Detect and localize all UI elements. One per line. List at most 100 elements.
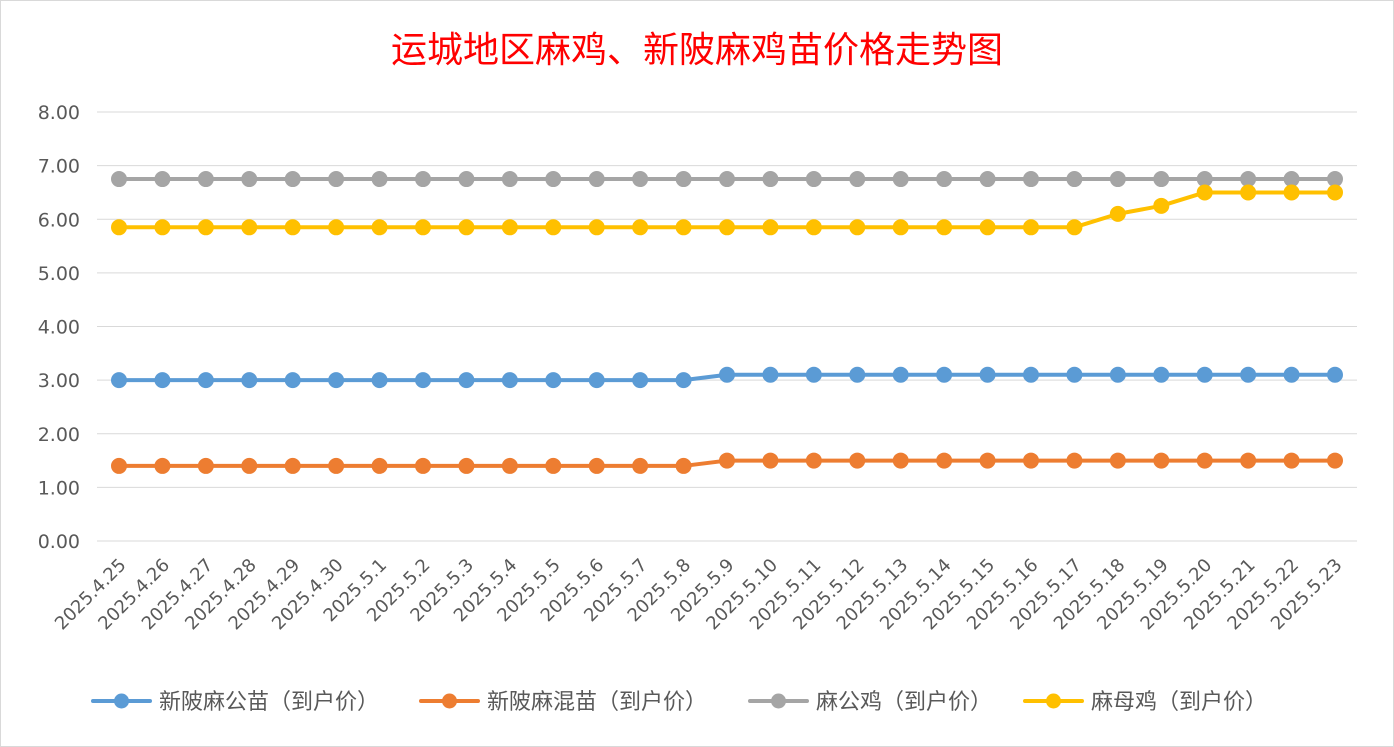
data-point (849, 171, 866, 188)
data-point (545, 219, 562, 236)
data-point (936, 219, 953, 236)
data-point (892, 171, 909, 188)
data-point (1196, 366, 1213, 383)
data-point (762, 366, 779, 383)
data-point (849, 452, 866, 469)
data-point (545, 372, 562, 389)
data-point (1023, 219, 1039, 236)
legend-item: 新陂麻混苗（到户价） (419, 690, 707, 715)
chart-title: 运城地区麻鸡、新陂麻鸡苗价格走势图 (391, 30, 1003, 71)
data-point (979, 171, 996, 188)
data-point (197, 171, 214, 188)
data-point (1240, 366, 1257, 383)
data-point (241, 219, 258, 236)
data-point (849, 366, 866, 383)
data-point (1327, 366, 1343, 383)
data-point (111, 219, 127, 236)
data-point (328, 372, 345, 389)
data-point (588, 372, 605, 389)
data-point (1240, 184, 1257, 201)
data-point (762, 219, 779, 236)
data-point (371, 372, 388, 389)
data-point (719, 171, 735, 188)
data-point (545, 457, 562, 474)
data-point (241, 171, 258, 188)
data-point (675, 219, 692, 236)
data-point (1023, 171, 1039, 188)
data-point (1109, 171, 1126, 188)
legend-item: 麻公鸡（到户价） (748, 690, 992, 715)
data-point (111, 457, 127, 474)
data-point (111, 372, 127, 389)
data-point (979, 452, 996, 469)
y-tick-label: 1.00 (38, 477, 80, 499)
gridlines (97, 111, 1357, 542)
data-point (892, 366, 909, 383)
legend-label: 新陂麻混苗（到户价） (487, 690, 707, 715)
legend-label: 麻公鸡（到户价） (816, 690, 992, 715)
data-point (805, 452, 822, 469)
legend-label: 新陂麻公苗（到户价） (159, 690, 379, 715)
series-2 (111, 171, 1343, 188)
data-point (936, 452, 953, 469)
data-point (1023, 452, 1039, 469)
data-point (979, 219, 996, 236)
data-point (1196, 452, 1213, 469)
data-point (284, 457, 301, 474)
y-tick-label: 3.00 (38, 370, 80, 392)
data-point (979, 366, 996, 383)
data-point (632, 372, 649, 389)
data-point (458, 372, 475, 389)
data-point (892, 452, 909, 469)
data-point (1153, 171, 1170, 188)
data-point (1109, 452, 1126, 469)
series-1 (111, 452, 1343, 474)
data-point (588, 457, 605, 474)
data-point (1066, 452, 1083, 469)
data-point (632, 219, 649, 236)
series-3 (111, 184, 1343, 236)
data-point (415, 219, 431, 236)
data-point (501, 372, 518, 389)
data-point (154, 219, 171, 236)
data-point (458, 457, 475, 474)
data-point (458, 219, 475, 236)
data-point (719, 366, 735, 383)
data-point (1066, 219, 1083, 236)
data-point (892, 219, 909, 236)
data-point (1327, 184, 1343, 201)
data-point (1327, 171, 1343, 188)
data-point (762, 452, 779, 469)
data-point (1109, 366, 1126, 383)
data-point (1240, 452, 1257, 469)
data-point (1153, 197, 1170, 214)
y-axis-tick-labels: 0.00 1.00 2.00 3.00 4.00 5.00 6.00 7.00 8.00 (38, 102, 80, 553)
data-point (719, 452, 735, 469)
data-point (719, 219, 735, 236)
legend-item: 新陂麻公苗（到户价） (91, 690, 379, 715)
data-point (284, 372, 301, 389)
data-point (197, 219, 214, 236)
data-point (1327, 452, 1343, 469)
data-point (1196, 184, 1213, 201)
data-point (501, 457, 518, 474)
data-point (284, 171, 301, 188)
data-point (415, 372, 431, 389)
data-point (284, 219, 301, 236)
data-point (1153, 366, 1170, 383)
data-point (371, 457, 388, 474)
legend: 新陂麻公苗（到户价） 新陂麻混苗（到户价） 麻公鸡（到户价） 麻母鸡（到户价） (91, 690, 1267, 715)
data-point (675, 171, 692, 188)
data-point (111, 171, 127, 188)
data-point (1066, 366, 1083, 383)
y-tick-label: 4.00 (38, 317, 80, 339)
data-point (805, 219, 822, 236)
y-tick-label: 7.00 (38, 156, 80, 178)
data-point (1283, 184, 1300, 201)
legend-swatch-marker (1046, 693, 1061, 709)
data-point (1240, 171, 1257, 188)
legend-swatch-marker (442, 693, 457, 709)
y-tick-label: 0.00 (38, 531, 80, 553)
data-point (1109, 205, 1126, 222)
